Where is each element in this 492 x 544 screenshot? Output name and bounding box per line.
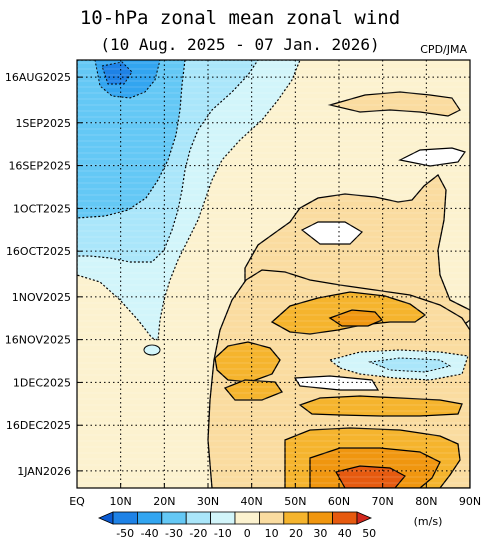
- y-tick-label: 16NOV2025: [5, 334, 71, 347]
- y-tick-label: 1NOV2025: [12, 291, 71, 304]
- region-positive-20-30-b: [214, 341, 281, 383]
- colorbar-level-label: 0: [244, 527, 251, 540]
- source-label: CPD/JMA: [420, 43, 467, 56]
- region-positive-20-30-e: [223, 379, 284, 401]
- region-negative-40-50: [101, 61, 133, 85]
- x-tick-label: 80N: [415, 495, 437, 508]
- pocket-white-c: [293, 375, 380, 391]
- x-axis: EQ 10N 20N 30N 40N 50N 60N 70N 80N 90N: [69, 483, 481, 508]
- colorbar-swatch: [258, 511, 285, 525]
- x-tick-label: 90N: [459, 495, 481, 508]
- colorbar-level-label: -10: [214, 527, 232, 540]
- x-tick-label: 40N: [241, 495, 263, 508]
- colorbar-max-arrow: [356, 511, 373, 525]
- colorbar-level-label: -30: [165, 527, 183, 540]
- colorbar-swatch: [283, 511, 309, 525]
- plot-frame: [76, 59, 471, 489]
- gridlines: [77, 60, 470, 488]
- chart-title: 10-hPa zonal mean zonal wind: [80, 7, 400, 29]
- x-tick-label: 60N: [328, 495, 350, 508]
- x-tick-label: 70N: [372, 495, 394, 508]
- y-tick-label: 16AUG2025: [5, 71, 71, 84]
- y-tick-label: 1JAN2026: [17, 465, 71, 478]
- region-positive-20-30-c: [298, 395, 463, 417]
- colorbar-swatch: [234, 511, 260, 525]
- y-tick-label: 16OCT2025: [6, 245, 71, 258]
- x-tick-label: 30N: [197, 495, 219, 508]
- y-tick-label: 1OCT2025: [13, 202, 71, 215]
- colorbar-swatch: [136, 511, 163, 525]
- wind-field: [77, 60, 470, 488]
- y-tick-label: 16SEP2025: [8, 160, 71, 173]
- pocket-negative-b: [368, 357, 452, 373]
- pocket-white-a: [300, 221, 363, 245]
- x-tick-label: 20N: [153, 495, 175, 508]
- colorbar-level-label: 10: [265, 527, 279, 540]
- x-tick-label: EQ: [69, 495, 85, 508]
- region-negative-20-30: [77, 60, 186, 219]
- x-tick-label: 50N: [284, 495, 306, 508]
- colorbar-swatch: [307, 511, 334, 525]
- colorbar-level-label: 40: [338, 527, 352, 540]
- y-tick-label: 1DEC2025: [13, 376, 71, 389]
- y-tick-label: 16DEC2025: [6, 419, 71, 432]
- colorbar-swatch: [112, 511, 138, 525]
- row-stripes: [77, 62, 470, 484]
- colorbar-swatch: [185, 511, 211, 525]
- pocket-white-b: [398, 147, 466, 167]
- y-axis: 16AUG2025 1SEP2025 16SEP2025 1OCT2025 16OCT2…: [5, 71, 82, 478]
- region-positive-30-40-a: [328, 309, 384, 327]
- colorbar-level-label: -20: [189, 527, 207, 540]
- chart-subtitle: (10 Aug. 2025 - 07 Jan. 2026): [100, 35, 379, 54]
- colorbar-level-label: -50: [116, 527, 134, 540]
- cell-negative-small: [143, 344, 161, 356]
- colorbar-level-label: 30: [313, 527, 327, 540]
- colorbar-swatch: [210, 511, 236, 525]
- colorbar-swatch: [161, 511, 187, 525]
- colorbar-min-arrow: [97, 511, 114, 525]
- region-positive-40-50: [335, 465, 406, 488]
- region-positive-upper-right: [327, 91, 461, 117]
- x-tick-label: 10N: [110, 495, 132, 508]
- colorbar-level-label: 50: [362, 527, 376, 540]
- colorbar-level-label: -40: [141, 527, 159, 540]
- colorbar: -50 -40 -30 -20 -10 0 10 20 30 40 50: [97, 511, 376, 540]
- colorbar-unit: (m/s): [414, 515, 443, 528]
- y-tick-label: 1SEP2025: [15, 117, 71, 130]
- colorbar-swatch: [332, 511, 358, 525]
- colorbar-level-label: 20: [289, 527, 303, 540]
